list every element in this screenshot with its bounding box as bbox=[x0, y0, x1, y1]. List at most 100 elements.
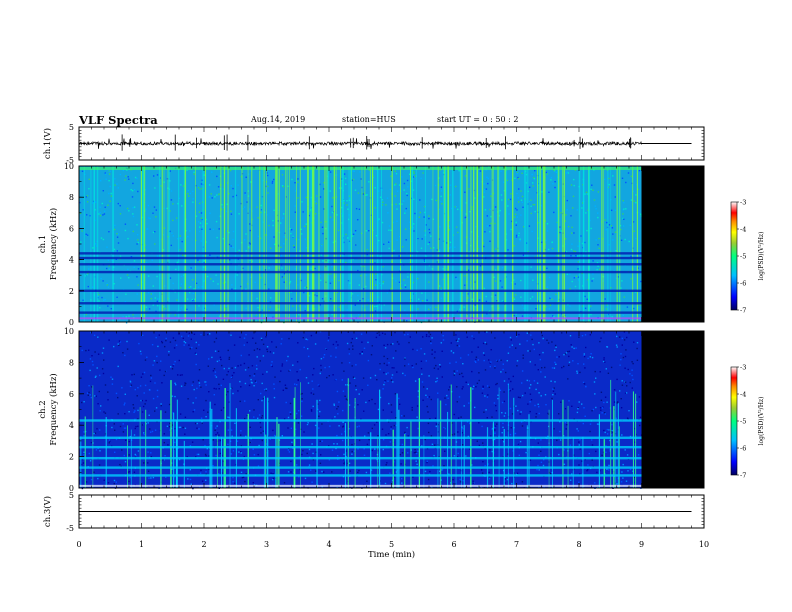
spectrogram-cell bbox=[398, 343, 400, 345]
spectrogram-cell bbox=[261, 382, 263, 385]
spectrogram-cell bbox=[179, 287, 182, 289]
spectrogram-cell bbox=[639, 250, 641, 253]
spectrogram-cell bbox=[157, 345, 159, 348]
spectrogram-cell bbox=[331, 211, 334, 214]
spectrogram-cell bbox=[243, 206, 246, 208]
spectrogram-cell bbox=[266, 371, 268, 373]
spectrogram-cell bbox=[186, 298, 189, 300]
spectrogram-cell bbox=[286, 360, 288, 362]
spectrogram-cell bbox=[554, 349, 556, 352]
spectrogram-cell bbox=[182, 254, 184, 256]
spectrogram-cell bbox=[139, 350, 142, 353]
spectrogram-cell bbox=[530, 199, 532, 201]
spectrogram-cell bbox=[577, 268, 579, 270]
spectrogram-cell bbox=[240, 364, 242, 366]
spectrogram-cell bbox=[150, 477, 152, 479]
spectrogram-cell bbox=[556, 356, 558, 358]
spectrogram-cell bbox=[624, 392, 627, 394]
spectrogram-cell bbox=[168, 403, 171, 406]
spectrogram-cell bbox=[424, 438, 426, 441]
spectrogram-cell bbox=[119, 213, 122, 215]
spectrogram-cell bbox=[406, 320, 408, 322]
spectrogram-cell bbox=[566, 424, 568, 426]
spectrogram-cell bbox=[114, 224, 116, 227]
spectrogram-cell bbox=[122, 352, 124, 354]
spectrogram-cell bbox=[228, 356, 231, 359]
spectrogram-cell bbox=[103, 213, 106, 215]
spectrogram-cell bbox=[384, 380, 386, 382]
spectrogram-cell bbox=[477, 248, 479, 250]
spectrogram-cell bbox=[212, 228, 215, 231]
spectrogram-cell bbox=[81, 349, 83, 352]
spectrogram-cell bbox=[119, 425, 122, 428]
spectrogram-cell bbox=[227, 429, 230, 431]
spectrogram-cell bbox=[417, 427, 419, 430]
spectrogram-cell bbox=[347, 280, 350, 282]
spectrogram-cell bbox=[565, 214, 567, 216]
spectrogram-cell bbox=[454, 373, 456, 375]
spectrogram-band bbox=[79, 445, 642, 449]
spectrogram-cell bbox=[294, 383, 296, 385]
spectrogram-cell bbox=[479, 265, 482, 267]
spectrogram-cell bbox=[262, 430, 265, 432]
spectrogram-cell bbox=[529, 393, 532, 395]
spectrogram-cell bbox=[336, 214, 338, 216]
spectrogram-cell bbox=[521, 425, 524, 427]
spectrogram-cell bbox=[510, 193, 512, 195]
spectrogram-band bbox=[79, 456, 642, 460]
x-tick-label: 9 bbox=[639, 540, 644, 549]
spectrogram-cell bbox=[386, 292, 389, 294]
spectrogram-cell bbox=[606, 169, 609, 171]
spectrogram-cell bbox=[325, 260, 327, 262]
spectrogram-cell bbox=[198, 344, 200, 346]
spectrogram-cell bbox=[390, 411, 393, 413]
spectrogram-cell bbox=[516, 335, 518, 338]
spectrogram-cell bbox=[513, 279, 515, 281]
spectrogram-cell bbox=[204, 444, 206, 447]
spectrogram-cell bbox=[501, 286, 503, 288]
spectrogram-cell bbox=[604, 178, 606, 180]
spectrogram-cell bbox=[475, 386, 477, 388]
spectrogram-cell bbox=[378, 218, 380, 220]
spectrogram-cell bbox=[95, 201, 97, 203]
spectrogram-cell bbox=[342, 390, 345, 392]
spectrogram-cell bbox=[431, 486, 433, 488]
spectrogram-cell bbox=[388, 247, 390, 250]
spectrogram-cell bbox=[358, 469, 360, 472]
spectrogram-cell bbox=[420, 177, 422, 180]
spectrogram-cell bbox=[548, 471, 551, 474]
spectrogram-cell bbox=[439, 470, 441, 472]
spectrogram-cell bbox=[173, 347, 176, 349]
spectrogram-cell bbox=[200, 469, 202, 472]
spectrogram-cell bbox=[380, 284, 382, 287]
spectrogram-cell bbox=[269, 306, 271, 308]
spectrogram-cell bbox=[91, 355, 93, 357]
spectrogram-cell bbox=[533, 176, 535, 179]
spectrogram-cell bbox=[356, 426, 358, 428]
spectrogram-cell bbox=[228, 367, 230, 370]
spectrogram-cell bbox=[352, 376, 355, 378]
spectrogram-cell bbox=[195, 215, 198, 217]
spectrogram-cell bbox=[88, 188, 90, 190]
spectrogram-cell bbox=[582, 381, 585, 384]
spectrogram-cell bbox=[599, 371, 601, 373]
spectrogram-cell bbox=[563, 449, 565, 451]
spectrogram-cell bbox=[81, 463, 83, 466]
spectrogram-cell bbox=[462, 448, 465, 450]
spectrogram-cell bbox=[357, 448, 359, 450]
spectrogram-cell bbox=[449, 184, 452, 186]
spectrogram-cell bbox=[298, 476, 300, 478]
spectrogram-cell bbox=[515, 221, 517, 224]
spectrogram-cell bbox=[489, 240, 491, 242]
spectrogram-cell bbox=[230, 169, 232, 172]
spectrogram-cell bbox=[321, 440, 323, 442]
spectrogram-cell bbox=[414, 448, 416, 451]
spectrogram-cell bbox=[489, 449, 491, 451]
spectrogram-cell bbox=[573, 178, 575, 181]
spectrogram-cell bbox=[482, 320, 485, 322]
spectrogram-cell bbox=[273, 396, 276, 399]
spectrogram-cell bbox=[432, 465, 434, 467]
spectrogram-cell bbox=[230, 210, 232, 212]
spectrogram-cell bbox=[442, 468, 444, 470]
spectrogram-cell bbox=[104, 206, 106, 208]
